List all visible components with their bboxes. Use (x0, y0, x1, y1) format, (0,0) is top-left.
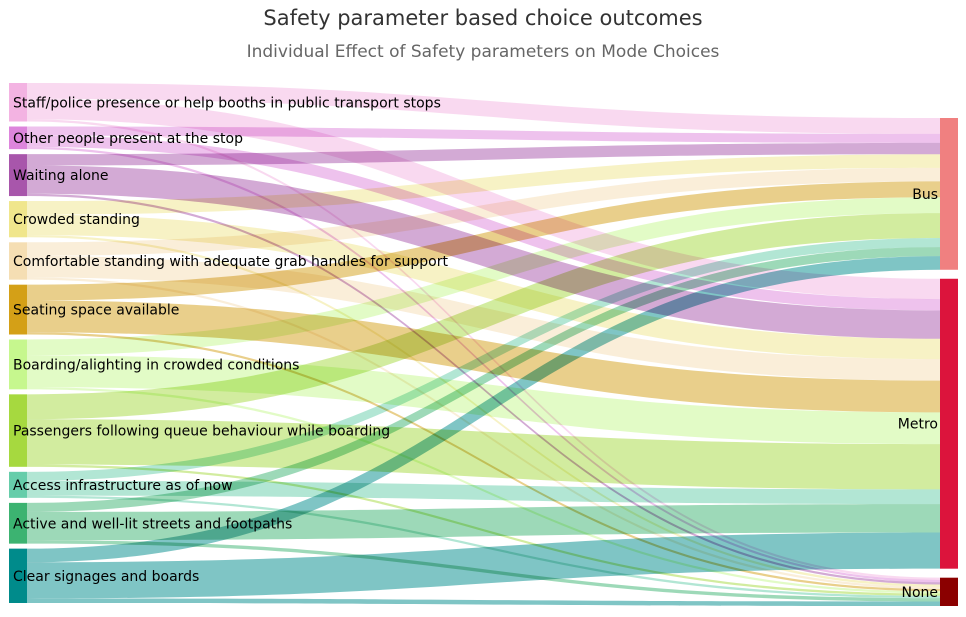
source-node[interactable] (9, 242, 27, 280)
source-node-label: Staff/police presence or help booths in … (13, 95, 441, 111)
source-node-label: Waiting alone (13, 168, 109, 184)
source-node[interactable] (9, 126, 27, 150)
source-node[interactable] (9, 154, 27, 197)
source-node-label: Boarding/alighting in crowded conditions (13, 357, 299, 373)
flow-link[interactable] (27, 235, 940, 587)
flow-link[interactable] (27, 387, 940, 594)
flow-link[interactable] (27, 464, 940, 596)
target-node-label: None (901, 585, 938, 601)
source-node[interactable] (9, 502, 27, 544)
source-node-label: Clear signages and boards (13, 569, 199, 585)
source-node-label: Active and well-lit streets and footpath… (13, 516, 292, 532)
target-node[interactable] (940, 577, 958, 606)
source-node[interactable] (9, 471, 27, 498)
source-node[interactable] (9, 339, 27, 390)
source-node[interactable] (9, 394, 27, 467)
flow-link[interactable] (27, 355, 940, 445)
sankey-links (27, 83, 940, 606)
source-node[interactable] (9, 201, 27, 238)
source-node-label: Passengers following queue behaviour whi… (13, 424, 390, 440)
flow-link[interactable] (27, 146, 940, 583)
flow-link[interactable] (27, 255, 940, 381)
flow-link[interactable] (27, 300, 940, 413)
target-node[interactable] (940, 278, 958, 569)
flow-link[interactable] (27, 83, 940, 134)
flow-link[interactable] (27, 419, 940, 490)
flow-link[interactable] (27, 214, 940, 360)
flow-link[interactable] (27, 197, 940, 356)
source-node[interactable] (9, 83, 27, 122)
flow-link[interactable] (27, 119, 940, 580)
source-node-label: Other people present at the stop (13, 131, 243, 147)
source-node-label: Access infrastructure as of now (13, 478, 233, 494)
source-node[interactable] (9, 548, 27, 603)
flow-link[interactable] (27, 277, 940, 590)
source-node-label: Seating space available (13, 303, 179, 319)
sankey-labels: Staff/police presence or help booths in … (13, 95, 938, 601)
flow-link[interactable] (27, 193, 940, 585)
target-node-label: Metro (898, 417, 938, 433)
chart-subtitle: Individual Effect of Safety parameters o… (246, 42, 720, 62)
flow-link[interactable] (27, 135, 940, 311)
source-node-label: Comfortable standing with adequate grab … (13, 254, 448, 270)
sankey-nodes (9, 83, 958, 606)
flow-link[interactable] (27, 98, 940, 300)
flow-link[interactable] (27, 247, 940, 512)
source-node[interactable] (9, 284, 27, 335)
flow-link[interactable] (27, 165, 940, 339)
flow-link[interactable] (27, 332, 940, 592)
target-node-label: Bus (912, 187, 938, 203)
flow-link[interactable] (27, 167, 940, 256)
flow-link[interactable] (27, 495, 940, 599)
source-node-label: Crowded standing (13, 212, 140, 228)
flow-link[interactable] (27, 480, 940, 505)
chart-title: Safety parameter based choice outcomes (263, 6, 703, 30)
flow-link[interactable] (27, 540, 940, 602)
target-node[interactable] (940, 118, 958, 270)
flow-link[interactable] (27, 598, 940, 606)
